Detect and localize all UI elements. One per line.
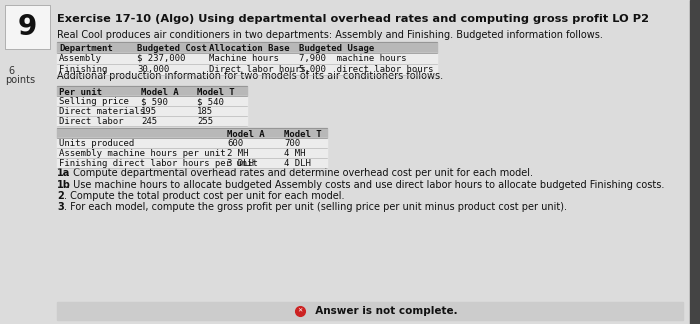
Text: Model T: Model T <box>197 88 234 97</box>
Bar <box>57 42 437 53</box>
Text: $ 237,000: $ 237,000 <box>137 54 186 63</box>
Text: Direct materials: Direct materials <box>59 107 145 116</box>
Bar <box>57 138 327 148</box>
Text: 195: 195 <box>141 107 157 116</box>
Text: . Compute departmental overhead rates and determine overhead cost per unit for e: . Compute departmental overhead rates an… <box>67 168 533 178</box>
Text: $ 590: $ 590 <box>141 97 168 106</box>
Bar <box>57 64 437 75</box>
Bar <box>57 106 247 116</box>
Text: 6: 6 <box>8 66 14 76</box>
Text: Exercise 17-10 (Algo) Using departmental overhead rates and computing gross prof: Exercise 17-10 (Algo) Using departmental… <box>57 14 649 24</box>
Text: 700: 700 <box>284 139 300 148</box>
Text: Units produced: Units produced <box>59 139 134 148</box>
Text: Budgeted Usage: Budgeted Usage <box>299 44 374 53</box>
Text: Assembly machine hours per unit: Assembly machine hours per unit <box>59 149 225 158</box>
Text: Model T: Model T <box>284 130 321 139</box>
Bar <box>57 128 327 138</box>
Bar <box>57 302 683 320</box>
Text: 245: 245 <box>141 117 157 126</box>
Bar <box>57 96 247 106</box>
Text: Finishing direct labor hours per unit: Finishing direct labor hours per unit <box>59 159 258 168</box>
Text: Assembly: Assembly <box>59 54 102 63</box>
Text: 1a: 1a <box>57 168 70 178</box>
Text: 600: 600 <box>227 139 243 148</box>
Text: 3 DLH: 3 DLH <box>227 159 254 168</box>
Text: 4 MH: 4 MH <box>284 149 305 158</box>
Text: 255: 255 <box>197 117 213 126</box>
Text: 30,000: 30,000 <box>137 65 169 74</box>
Text: 1b: 1b <box>57 180 71 190</box>
Text: 3: 3 <box>57 202 64 212</box>
Text: Additional production information for two models of its air conditioners follows: Additional production information for tw… <box>57 71 443 81</box>
Text: 5,000  direct labor hours: 5,000 direct labor hours <box>299 65 433 74</box>
Bar <box>57 116 247 126</box>
Text: points: points <box>5 75 35 85</box>
Text: Budgeted Cost: Budgeted Cost <box>137 44 207 53</box>
Text: Finishing: Finishing <box>59 65 107 74</box>
Text: 9: 9 <box>18 13 36 41</box>
Bar <box>690 0 700 324</box>
Text: Allocation Base: Allocation Base <box>209 44 290 53</box>
Bar <box>57 86 247 96</box>
Text: 2: 2 <box>57 191 64 201</box>
Bar <box>57 53 437 64</box>
Text: 185: 185 <box>197 107 213 116</box>
Bar <box>57 158 327 168</box>
Text: Real Cool produces air conditioners in two departments: Assembly and Finishing. : Real Cool produces air conditioners in t… <box>57 30 603 40</box>
Text: . For each model, compute the gross profit per unit (selling price per unit minu: . For each model, compute the gross prof… <box>64 202 567 212</box>
Text: . Compute the total product cost per unit for each model.: . Compute the total product cost per uni… <box>64 191 344 201</box>
Text: Machine hours: Machine hours <box>209 54 279 63</box>
Text: 2 MH: 2 MH <box>227 149 248 158</box>
Text: 7,900  machine hours: 7,900 machine hours <box>299 54 407 63</box>
Text: Department: Department <box>59 44 113 53</box>
Text: Selling price: Selling price <box>59 97 129 106</box>
Text: $ 540: $ 540 <box>197 97 224 106</box>
Text: Answer is not complete.: Answer is not complete. <box>308 306 458 316</box>
Text: ✕: ✕ <box>298 308 302 314</box>
Text: Model A: Model A <box>141 88 178 97</box>
Text: Per unit: Per unit <box>59 88 102 97</box>
Bar <box>5 5 50 49</box>
Text: 4 DLH: 4 DLH <box>284 159 311 168</box>
Bar <box>57 148 327 158</box>
Text: Direct labor: Direct labor <box>59 117 123 126</box>
Text: . Use machine hours to allocate budgeted Assembly costs and use direct labor hou: . Use machine hours to allocate budgeted… <box>67 180 664 190</box>
Text: Direct labor hours: Direct labor hours <box>209 65 306 74</box>
Text: Model A: Model A <box>227 130 265 139</box>
